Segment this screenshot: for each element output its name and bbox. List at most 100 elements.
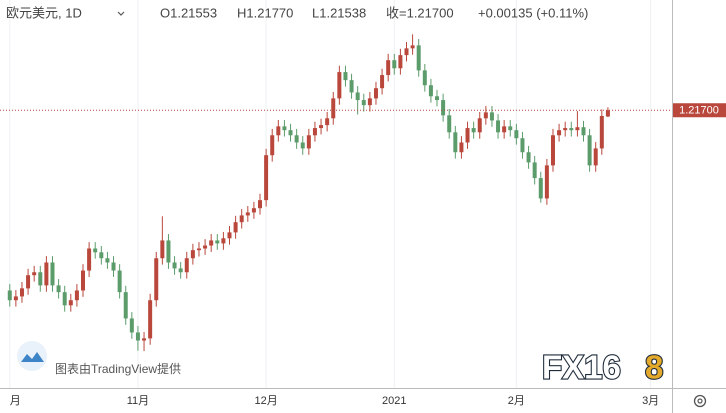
candle-body: [563, 128, 568, 131]
candle-body: [483, 112, 488, 119]
candle-body: [50, 262, 55, 286]
candle-body: [319, 125, 324, 129]
candle-body: [172, 262, 177, 269]
gear-center: [697, 398, 703, 404]
change-info: +0.00135 (+0.11%): [478, 5, 588, 20]
gear-ring: [693, 394, 707, 408]
candle-body: [154, 258, 159, 301]
x-tick-label: 3月: [642, 395, 659, 407]
low-info: L1.21538: [312, 5, 366, 20]
candle-body: [392, 60, 397, 69]
candle-body: [605, 110, 610, 117]
tradingview-logo: [17, 341, 47, 371]
candle-body: [111, 262, 116, 271]
last-price-tag: [673, 103, 726, 118]
x-tick-label: 2021: [382, 395, 406, 407]
candle-body: [264, 155, 269, 201]
candle-body: [117, 270, 122, 293]
candle-body: [13, 296, 18, 301]
candle-body: [477, 118, 482, 133]
candle-body: [593, 148, 598, 166]
candle-body: [196, 248, 201, 251]
candle-body: [282, 126, 287, 131]
candle-body: [349, 80, 354, 93]
candle-body: [178, 268, 183, 273]
candle-body: [239, 215, 244, 223]
candle-body: [270, 135, 275, 156]
candle-body: [227, 232, 232, 239]
candle-body: [38, 272, 43, 286]
candle-body: [148, 300, 153, 339]
candle-body: [190, 250, 195, 259]
candle-body: [569, 128, 574, 131]
candle-body: [62, 292, 67, 306]
candle-body: [459, 142, 464, 153]
candle-body: [7, 290, 12, 301]
candle-body: [447, 115, 452, 133]
candle-body: [532, 162, 537, 179]
candle-body: [142, 338, 147, 341]
candle-body: [221, 238, 226, 244]
candle-layer: [7, 34, 610, 352]
candle-body: [245, 212, 250, 216]
high-info: H1.21770: [237, 5, 293, 20]
candle-body: [300, 142, 305, 149]
candle-body: [203, 245, 208, 249]
settings-icon[interactable]: [693, 394, 707, 408]
watermark-accent: 8: [645, 349, 663, 386]
candle-body: [166, 240, 171, 263]
candle-body: [557, 130, 562, 136]
candle-body: [93, 248, 98, 253]
candle-body: [312, 128, 317, 136]
candle-body: [258, 200, 263, 209]
candle-body: [373, 88, 378, 99]
candle-body: [343, 72, 348, 81]
credit: 图表由TradingView提供: [55, 361, 181, 376]
candle-body: [19, 288, 24, 297]
candle-body: [508, 126, 513, 131]
candle-body: [496, 120, 501, 133]
candle-body: [471, 128, 476, 133]
candle-body: [599, 115, 604, 149]
candle-body: [26, 275, 31, 289]
candle-body: [453, 132, 458, 153]
candle-body: [361, 100, 366, 106]
candle-body: [215, 240, 220, 244]
candle-body: [209, 240, 214, 246]
candle-body: [331, 98, 336, 119]
candle-body: [306, 135, 311, 149]
candle-body: [538, 178, 543, 199]
candle-body: [160, 240, 165, 259]
candle-body: [587, 135, 592, 166]
logo-mountain: [21, 352, 44, 362]
candle-body: [398, 55, 403, 69]
x-tick-label: 月: [10, 395, 21, 407]
candle-body: [276, 126, 281, 136]
candle-body: [129, 318, 134, 333]
candle-body: [44, 262, 49, 286]
candle-body: [416, 45, 421, 71]
candle-body: [251, 208, 256, 213]
candle-body: [550, 135, 555, 166]
logo-circle: [17, 341, 47, 371]
candle-body: [233, 222, 238, 233]
x-tick-label: 2月: [508, 395, 525, 407]
watermark-text: FX16: [542, 349, 621, 386]
candle-body: [288, 130, 293, 136]
candle-body: [575, 127, 580, 131]
candle-body: [105, 258, 110, 263]
x-tick-label: 11月: [127, 395, 149, 407]
candle-body: [526, 152, 531, 163]
candle-body: [74, 290, 79, 301]
last-price-label: 1.21700: [679, 105, 719, 117]
candle-body: [294, 135, 299, 143]
candle-body: [355, 92, 360, 101]
candle-body: [502, 126, 507, 133]
candle-body: [135, 332, 140, 341]
candle-body: [514, 130, 519, 139]
candle-body: [56, 285, 61, 293]
candle-body: [325, 118, 330, 126]
